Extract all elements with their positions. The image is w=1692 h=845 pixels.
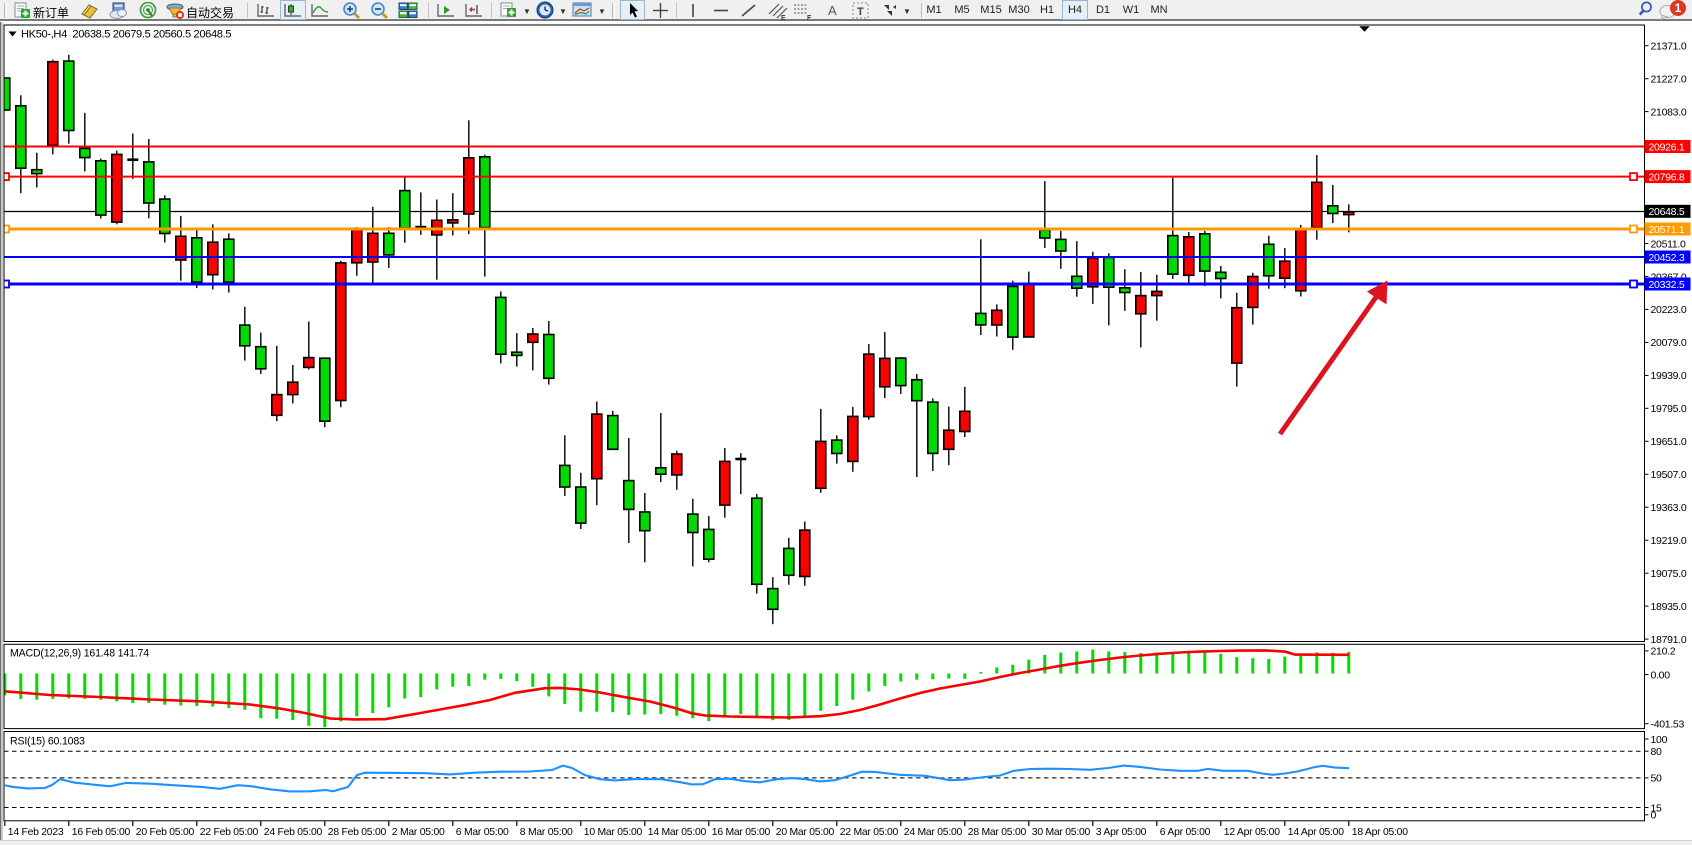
svg-text:24 Mar 05:00: 24 Mar 05:00 — [904, 827, 963, 838]
svg-text:20571.1: 20571.1 — [1649, 224, 1685, 236]
svg-text:20 Feb 05:00: 20 Feb 05:00 — [136, 827, 195, 838]
svg-text:21083.0: 21083.0 — [1651, 106, 1687, 118]
svg-text:19219.0: 19219.0 — [1651, 535, 1687, 547]
svg-text:50: 50 — [1651, 773, 1663, 785]
svg-text:28 Feb 05:00: 28 Feb 05:00 — [328, 827, 387, 838]
svg-text:19507.0: 19507.0 — [1651, 469, 1687, 481]
svg-text:RSI(15) 60.1083: RSI(15) 60.1083 — [10, 736, 85, 748]
svg-text:F: F — [807, 15, 812, 21]
svg-text:20926.1: 20926.1 — [1649, 141, 1685, 153]
svg-text:14 Mar 05:00: 14 Mar 05:00 — [648, 827, 707, 838]
svg-text:18935.0: 18935.0 — [1651, 601, 1687, 613]
svg-text:20648.5: 20648.5 — [1649, 206, 1685, 218]
svg-text:18 Apr 05:00: 18 Apr 05:00 — [1352, 827, 1408, 838]
svg-text:12 Apr 05:00: 12 Apr 05:00 — [1224, 827, 1280, 838]
svg-text:80: 80 — [1651, 746, 1663, 758]
svg-text:18791.0: 18791.0 — [1651, 634, 1687, 646]
svg-text:14 Feb 2023: 14 Feb 2023 — [8, 827, 64, 838]
svg-text:16 Feb 05:00: 16 Feb 05:00 — [72, 827, 131, 838]
svg-text:6 Mar 05:00: 6 Mar 05:00 — [456, 827, 509, 838]
svg-text:8 Mar 05:00: 8 Mar 05:00 — [520, 827, 573, 838]
svg-text:21371.0: 21371.0 — [1651, 41, 1687, 53]
svg-text:0: 0 — [1651, 810, 1657, 822]
svg-text:HK50-,H4 20638.5 20679.5 2056: HK50-,H4 20638.5 20679.5 20560.5 20648.5 — [21, 29, 231, 41]
svg-text:20511.0: 20511.0 — [1651, 238, 1687, 250]
svg-text:24 Feb 05:00: 24 Feb 05:00 — [264, 827, 323, 838]
svg-text:20332.5: 20332.5 — [1649, 279, 1685, 291]
svg-text:0.00: 0.00 — [1651, 669, 1671, 681]
svg-text:2 Mar 05:00: 2 Mar 05:00 — [392, 827, 445, 838]
svg-text:210.2: 210.2 — [1651, 646, 1676, 658]
svg-text:16 Mar 05:00: 16 Mar 05:00 — [712, 827, 771, 838]
svg-text:20079.0: 20079.0 — [1651, 337, 1687, 349]
svg-text:T: T — [857, 6, 864, 18]
svg-text:-401.53: -401.53 — [1651, 719, 1685, 731]
svg-text:6 Apr 05:00: 6 Apr 05:00 — [1160, 827, 1211, 838]
svg-text:E: E — [781, 15, 786, 21]
svg-text:14 Apr 05:00: 14 Apr 05:00 — [1288, 827, 1344, 838]
svg-text:19795.0: 19795.0 — [1651, 403, 1687, 415]
svg-text:21227.0: 21227.0 — [1651, 74, 1687, 86]
svg-text:10 Mar 05:00: 10 Mar 05:00 — [584, 827, 643, 838]
svg-text:15: 15 — [1651, 802, 1663, 814]
svg-text:3 Apr 05:00: 3 Apr 05:00 — [1096, 827, 1147, 838]
svg-text:22 Mar 05:00: 22 Mar 05:00 — [840, 827, 899, 838]
svg-text:100: 100 — [1651, 734, 1668, 746]
svg-text:28 Mar 05:00: 28 Mar 05:00 — [968, 827, 1027, 838]
svg-text:20452.3: 20452.3 — [1649, 252, 1685, 264]
svg-text:19075.0: 19075.0 — [1651, 568, 1687, 580]
svg-text:20796.8: 20796.8 — [1649, 171, 1685, 183]
svg-text:19363.0: 19363.0 — [1651, 502, 1687, 514]
svg-text:20 Mar 05:00: 20 Mar 05:00 — [776, 827, 835, 838]
svg-text:22 Feb 05:00: 22 Feb 05:00 — [200, 827, 259, 838]
svg-text:19651.0: 19651.0 — [1651, 436, 1687, 448]
svg-text:MACD(12,26,9) 161.48 141.74: MACD(12,26,9) 161.48 141.74 — [10, 648, 149, 660]
svg-text:30 Mar 05:00: 30 Mar 05:00 — [1032, 827, 1091, 838]
svg-text:19939.0: 19939.0 — [1651, 370, 1687, 382]
svg-text:20223.0: 20223.0 — [1651, 304, 1687, 316]
